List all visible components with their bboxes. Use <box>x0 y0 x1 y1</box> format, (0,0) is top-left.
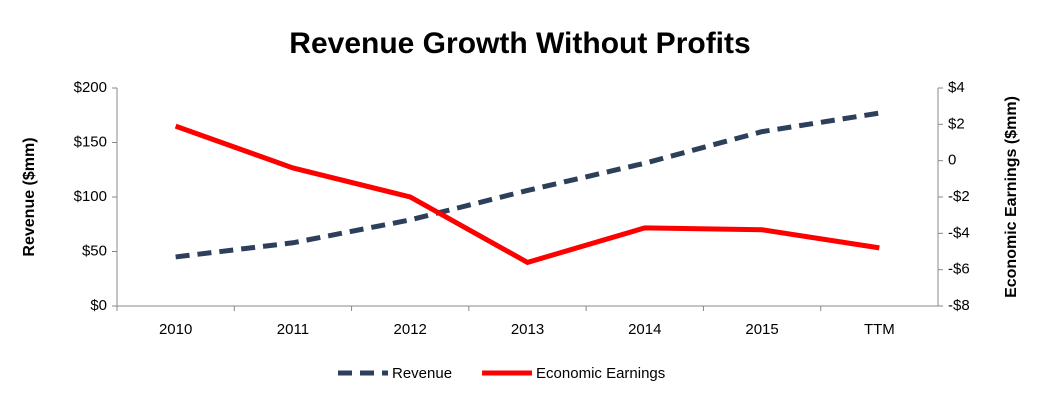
x-tick-label: 2013 <box>511 321 544 338</box>
y-tick-label: $200 <box>74 79 107 96</box>
y-axis-title: Revenue ($mm) <box>21 137 38 256</box>
legend-label: Revenue <box>392 365 452 382</box>
y-tick-label: $0 <box>90 297 107 314</box>
y-tick-label: $150 <box>74 133 107 150</box>
series-line <box>174 123 880 266</box>
y2-tick-label: 0 <box>948 152 956 169</box>
x-tick-label: 2014 <box>628 321 661 338</box>
x-tick-label: TTM <box>864 321 895 338</box>
y2-tick-label: -$8 <box>948 297 970 314</box>
y2-axis-title: Economic Earnings ($mm) <box>1003 96 1020 298</box>
x-tick-label: 2010 <box>159 321 192 338</box>
y2-tick-label: -$6 <box>948 261 970 278</box>
y2-tick-label: $4 <box>948 79 965 96</box>
x-tick-label: 2015 <box>745 321 778 338</box>
series-line <box>175 110 880 260</box>
y-tick-label: $50 <box>82 242 107 259</box>
y2-tick-label: -$2 <box>948 188 970 205</box>
chart-title: Revenue Growth Without Profits <box>289 27 750 60</box>
legend-label: Economic Earnings <box>536 365 665 382</box>
y2-tick-label: $2 <box>948 115 965 132</box>
x-tick-label: 2011 <box>277 321 309 338</box>
y2-tick-label: -$4 <box>948 224 970 241</box>
x-tick-label: 2012 <box>394 321 427 338</box>
y-tick-label: $100 <box>74 188 107 205</box>
